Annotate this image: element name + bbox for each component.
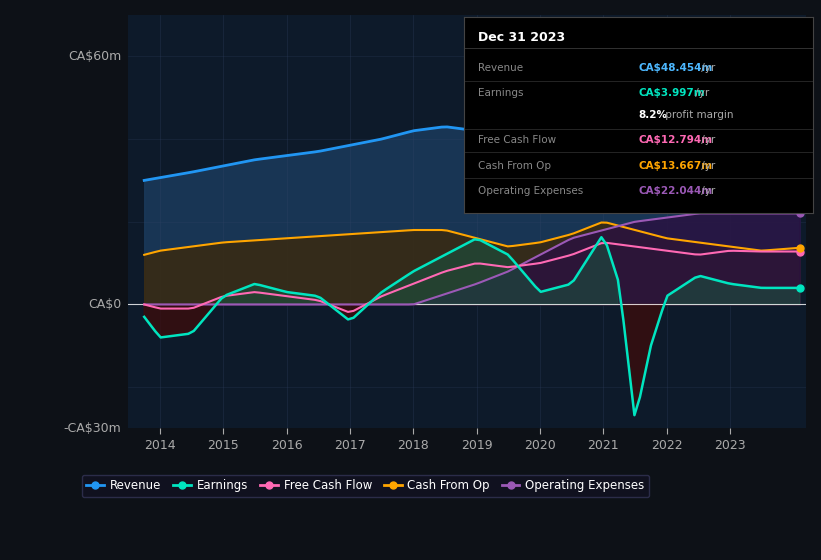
Text: Earnings: Earnings (478, 88, 523, 98)
Text: CA$48.454m: CA$48.454m (639, 63, 713, 73)
Text: CA$0: CA$0 (89, 298, 122, 311)
Text: /yr: /yr (698, 136, 715, 145)
Text: /yr: /yr (698, 63, 715, 73)
Text: Operating Expenses: Operating Expenses (478, 186, 583, 196)
Text: CA$22.044m: CA$22.044m (639, 186, 713, 196)
Text: profit margin: profit margin (662, 110, 733, 120)
Text: /yr: /yr (698, 161, 715, 171)
Text: Dec 31 2023: Dec 31 2023 (478, 31, 565, 44)
Text: Cash From Op: Cash From Op (478, 161, 551, 171)
Text: Revenue: Revenue (478, 63, 523, 73)
Legend: Revenue, Earnings, Free Cash Flow, Cash From Op, Operating Expenses: Revenue, Earnings, Free Cash Flow, Cash … (82, 474, 649, 497)
Text: -CA$30m: -CA$30m (64, 422, 122, 435)
Text: CA$60m: CA$60m (68, 50, 122, 63)
Text: /yr: /yr (698, 186, 715, 196)
Text: CA$12.794m: CA$12.794m (639, 136, 713, 145)
Text: 8.2%: 8.2% (639, 110, 667, 120)
Text: CA$3.997m: CA$3.997m (639, 88, 705, 98)
Text: /yr: /yr (692, 88, 709, 98)
Text: Free Cash Flow: Free Cash Flow (478, 136, 556, 145)
Text: CA$13.667m: CA$13.667m (639, 161, 713, 171)
